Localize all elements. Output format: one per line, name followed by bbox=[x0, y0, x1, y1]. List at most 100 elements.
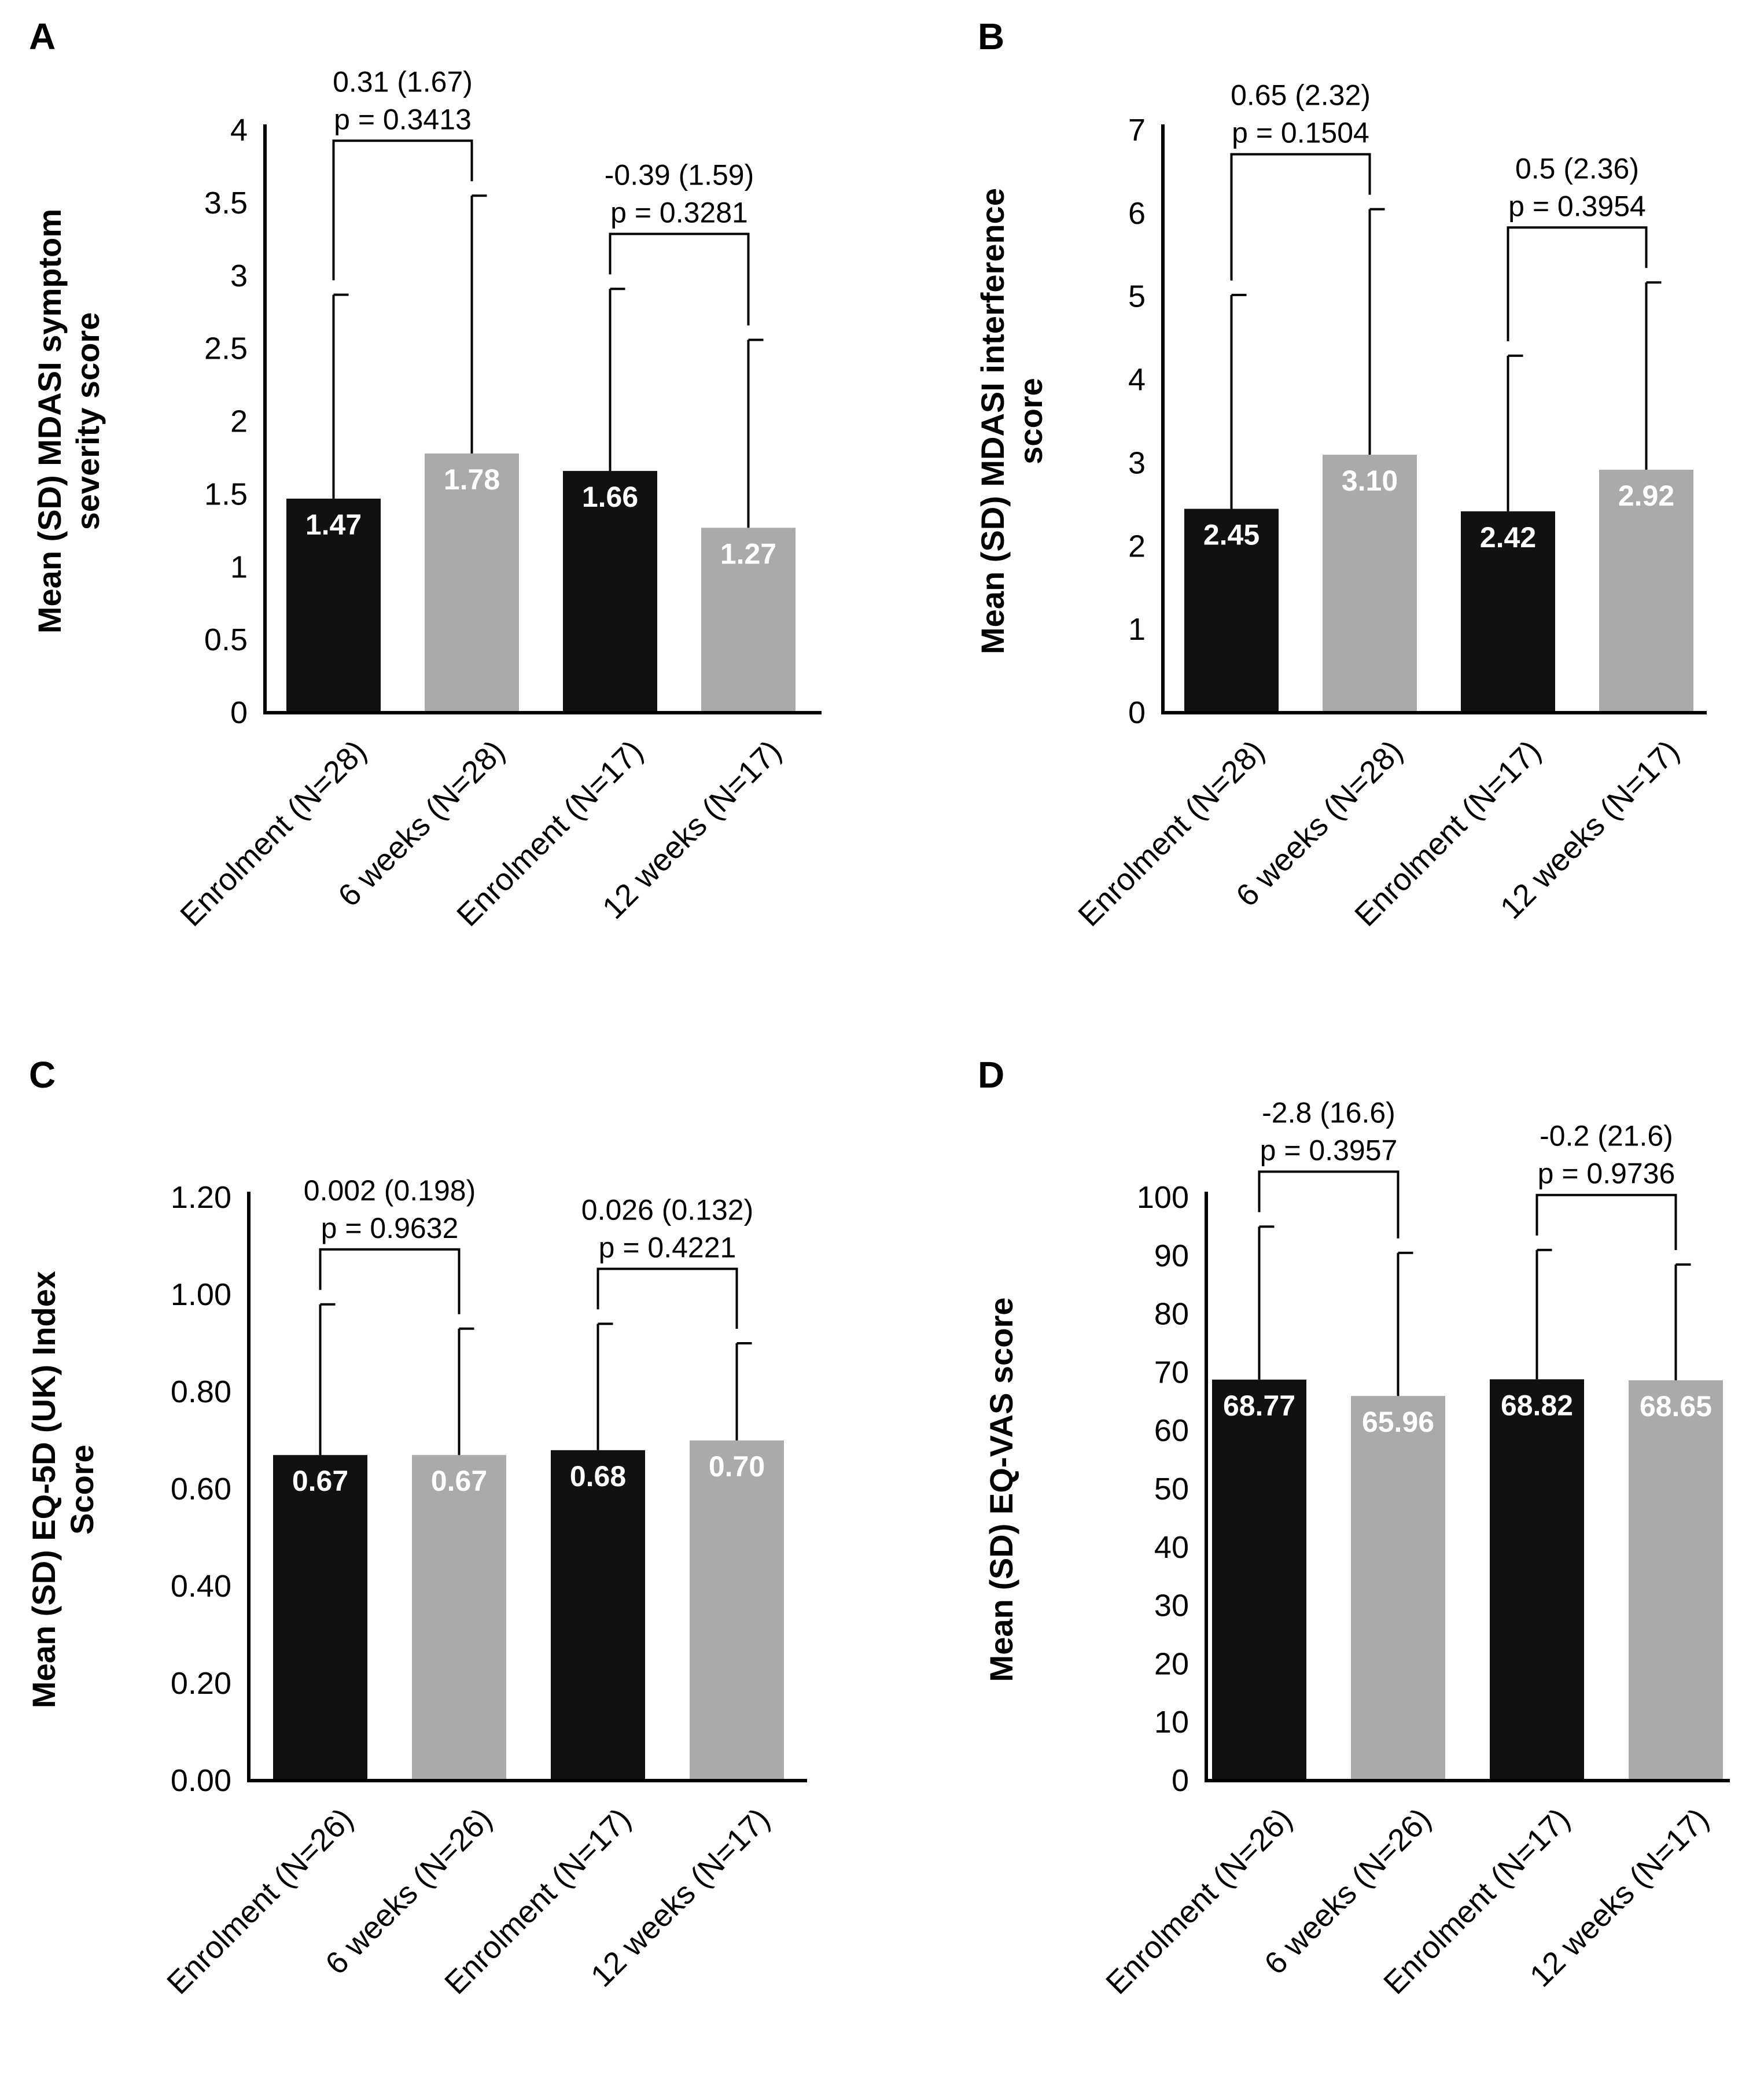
panel-letter: A bbox=[29, 16, 56, 57]
comparison-bracket bbox=[1258, 1170, 1400, 1239]
comparison-estimate: -2.8 (16.6) bbox=[1262, 1096, 1395, 1129]
comparison-estimate: 0.5 (2.36) bbox=[1515, 152, 1639, 185]
bar bbox=[1461, 511, 1555, 713]
bar-value-label: 2.92 bbox=[1618, 480, 1674, 512]
y-tick-label: 1 bbox=[230, 550, 248, 584]
y-tick-label: 1 bbox=[1128, 612, 1146, 647]
bar bbox=[1351, 1396, 1445, 1781]
y-axis-label-line: score bbox=[1012, 378, 1049, 464]
x-category-label: Enrolment (N=26) bbox=[160, 1801, 360, 2001]
y-tick-label: 100 bbox=[1137, 1180, 1189, 1215]
bar bbox=[1490, 1379, 1584, 1781]
y-tick-label: 30 bbox=[1154, 1589, 1189, 1623]
comparison-estimate: -0.39 (1.59) bbox=[605, 159, 754, 191]
y-axis-label-line: Score bbox=[64, 1444, 100, 1535]
y-axis-label: Mean (SD) MDASI symptomseverity score bbox=[31, 209, 106, 633]
y-axis-label-line: Mean (SD) EQ-5D (UK) Index bbox=[25, 1271, 62, 1708]
panel-letter: B bbox=[978, 16, 1004, 57]
comparison-bracket bbox=[609, 233, 750, 326]
bar-value-label: 3.10 bbox=[1342, 465, 1398, 497]
x-category-label: Enrolment (N=26) bbox=[1099, 1801, 1299, 2001]
bar-value-label: 68.77 bbox=[1223, 1390, 1295, 1422]
y-tick-label: 0.20 bbox=[171, 1666, 231, 1701]
panel-letter: C bbox=[29, 1054, 56, 1096]
bar-value-label: 0.67 bbox=[292, 1465, 348, 1497]
y-tick-label: 3 bbox=[1128, 445, 1146, 480]
chart-panel-c: C Mean (SD) EQ-5D (UK) IndexScore 0.00 0.20… bbox=[25, 1054, 807, 2001]
y-tick-label: 4 bbox=[1128, 363, 1146, 397]
y-tick-label: 0.5 bbox=[204, 622, 248, 657]
bar-value-label: 0.67 bbox=[431, 1465, 487, 1497]
y-axis-label: Mean (SD) EQ-5D (UK) IndexScore bbox=[25, 1271, 100, 1708]
comparison-estimate: 0.31 (1.67) bbox=[333, 65, 473, 98]
y-tick-label: 6 bbox=[1128, 196, 1146, 231]
chart-panel-a: A Mean (SD) MDASI symptomseverity score 0 0… bbox=[29, 16, 822, 933]
y-tick-label: 0.60 bbox=[171, 1472, 231, 1506]
bar-value-label: 2.42 bbox=[1480, 521, 1536, 554]
comparison-bracket bbox=[1507, 226, 1648, 341]
comparison-estimate: 0.026 (0.132) bbox=[581, 1193, 753, 1226]
y-tick-label: 0 bbox=[230, 695, 248, 730]
y-tick-label: 4 bbox=[230, 113, 248, 148]
chart-panel-d: D Mean (SD) EQ-VAS score 0 10 20 30 40 50 60 70 80… bbox=[978, 1054, 1730, 2001]
panel-letter: D bbox=[978, 1054, 1004, 1096]
comparison-p-value: p = 0.3957 bbox=[1260, 1134, 1398, 1166]
y-tick-label: 3 bbox=[230, 259, 248, 293]
y-tick-label: 50 bbox=[1154, 1472, 1189, 1506]
y-tick-label: 5 bbox=[1128, 279, 1146, 314]
y-tick-label: 80 bbox=[1154, 1297, 1189, 1332]
bar bbox=[701, 528, 796, 713]
comparison-bracket bbox=[332, 139, 473, 281]
comparison-bracket bbox=[319, 1248, 461, 1314]
y-tick-label: 1.20 bbox=[171, 1180, 231, 1215]
bar-value-label: 1.66 bbox=[582, 481, 638, 513]
y-tick-label: 40 bbox=[1154, 1530, 1189, 1565]
bar bbox=[425, 453, 519, 713]
x-category-label: Enrolment (N=28) bbox=[174, 734, 373, 933]
y-axis-label-line: Mean (SD) EQ-VAS score bbox=[983, 1298, 1019, 1682]
comparison-p-value: p = 0.9632 bbox=[321, 1212, 459, 1244]
bar bbox=[563, 471, 657, 713]
comparison-estimate: 0.65 (2.32) bbox=[1231, 79, 1371, 112]
y-axis-label-line: severity score bbox=[69, 312, 106, 530]
bar bbox=[1629, 1380, 1723, 1781]
y-tick-label: 70 bbox=[1154, 1355, 1189, 1390]
y-tick-label: 20 bbox=[1154, 1646, 1189, 1681]
y-tick-label: 60 bbox=[1154, 1413, 1189, 1448]
y-axis-label-line: Mean (SD) MDASI symptom bbox=[31, 209, 68, 633]
comparison-estimate: -0.2 (21.6) bbox=[1540, 1120, 1673, 1152]
bar-value-label: 1.27 bbox=[720, 537, 776, 570]
bar bbox=[412, 1455, 506, 1781]
bar-value-label: 68.65 bbox=[1640, 1390, 1712, 1423]
bar bbox=[1323, 455, 1417, 713]
comparison-p-value: p = 0.4221 bbox=[599, 1231, 736, 1263]
y-axis-label: Mean (SD) EQ-VAS score bbox=[983, 1298, 1019, 1682]
comparison-bracket bbox=[1535, 1193, 1677, 1250]
bar bbox=[1599, 469, 1693, 713]
bar-value-label: 0.68 bbox=[570, 1460, 626, 1493]
bar-value-label: 1.47 bbox=[305, 508, 362, 541]
y-tick-label: 0 bbox=[1172, 1763, 1189, 1798]
comparison-p-value: p = 0.3413 bbox=[334, 103, 472, 135]
comparison-bracket bbox=[596, 1267, 738, 1329]
bar bbox=[1212, 1379, 1306, 1781]
y-tick-label: 90 bbox=[1154, 1239, 1189, 1273]
y-tick-label: 7 bbox=[1128, 113, 1146, 148]
y-tick-label: 3.5 bbox=[204, 186, 248, 220]
bar bbox=[690, 1440, 784, 1781]
y-tick-label: 10 bbox=[1154, 1705, 1189, 1740]
chart-panel-b: B Mean (SD) MDASI interferencescore 0 1 2 3 4 5… bbox=[974, 16, 1707, 933]
comparison-p-value: p = 0.1504 bbox=[1232, 117, 1369, 149]
y-tick-label: 0.80 bbox=[171, 1375, 231, 1409]
bar-value-label: 1.78 bbox=[444, 463, 500, 496]
bar-value-label: 2.45 bbox=[1203, 519, 1260, 551]
x-category-label: Enrolment (N=28) bbox=[1071, 734, 1271, 933]
comparison-bracket bbox=[1230, 153, 1371, 281]
bar bbox=[1184, 508, 1279, 713]
y-tick-label: 2 bbox=[230, 404, 248, 439]
comparison-p-value: p = 0.3954 bbox=[1508, 190, 1646, 222]
bar bbox=[286, 498, 381, 713]
y-tick-label: 1.00 bbox=[171, 1277, 231, 1312]
y-axis-label-line: Mean (SD) MDASI interference bbox=[974, 188, 1011, 654]
